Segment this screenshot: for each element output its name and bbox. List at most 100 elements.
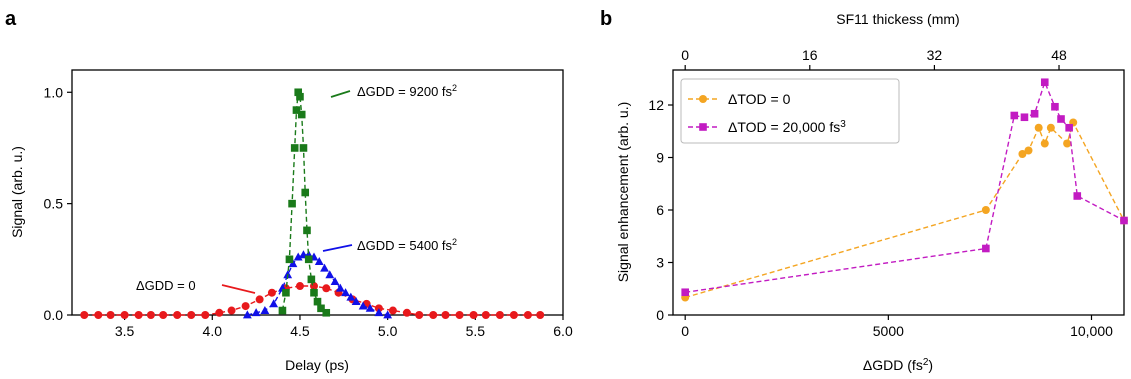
y-tick-label-a: 0.0 [44,307,64,323]
data-point-a-0 [536,311,545,319]
data-point-a-0 [309,282,318,291]
y-tick-label-b: 0 [656,307,664,323]
y-axis-label-b: Signal enhancement (arb. u.) [615,102,631,283]
data-point-a-2 [299,144,308,152]
data-point-b-0 [1063,139,1072,148]
data-point-a-1 [269,299,279,308]
data-point-a-2 [297,110,306,119]
panel-label-a: a [5,8,17,30]
y-tick-label-b: 9 [656,150,664,166]
data-point-a-0 [295,282,304,291]
data-point-a-1 [288,259,298,268]
annotation-pointer-1 [322,244,353,252]
data-point-a-2 [294,88,303,97]
data-point-a-1 [335,283,345,292]
data-point-a-2 [296,92,304,101]
data-point-b-1 [681,288,689,297]
data-point-a-1 [242,310,252,319]
top-x-axis-ticks-b: 0 16 32 48 [681,47,1067,70]
data-point-a-0 [255,295,264,304]
data-point-a-2 [310,288,318,297]
data-point-a-0 [241,302,250,311]
data-point-a-2 [313,297,322,306]
y-tick-label-a: 1.0 [44,84,64,100]
data-point-a-1 [383,310,393,319]
data-point-b-0 [1040,139,1049,148]
data-point-a-0 [415,311,424,319]
data-point-a-1 [330,276,340,285]
data-point-b-1 [1020,113,1029,122]
data-point-a-0 [201,311,210,319]
legend-frame [680,78,900,144]
data-point-b-1 [1065,123,1073,132]
x-tick-label-a: 6.0 [553,323,573,339]
data-point-a-0 [94,311,103,319]
data-point-a-0 [106,311,115,319]
annotation-label-0: ΔGDD = 0 [136,278,196,293]
x-axis-label-a: Delay (ps) [285,357,349,373]
y-tick-label-b: 6 [656,202,664,218]
data-point-a-2 [317,304,325,313]
data-point-b-1 [1040,78,1049,87]
data-point-a-0 [481,311,490,319]
annotation-label-2: ΔGDD = 9200 fs2 [357,83,457,99]
x-tick-label-a: 4.0 [203,323,223,339]
annotations-a: ΔGDD = 0 ΔGDD = 5400 fs2 ΔGDD = 9200 fs2 [136,83,457,294]
data-point-a-1 [346,292,356,301]
series-group-b [681,78,1128,302]
x-tick-label-a: 4.5 [290,323,310,339]
data-point-a-1 [314,256,324,265]
data-point-b-0 [1046,123,1055,132]
data-point-b-0 [1024,146,1033,155]
data-point-a-0 [173,311,182,319]
data-point-a-2 [282,288,290,297]
data-point-b-1 [1030,109,1039,118]
data-point-a-1 [341,288,350,297]
data-point-a-0 [429,311,438,319]
data-point-a-2 [304,255,313,264]
data-point-a-2 [307,275,316,284]
x-tick-label-a: 3.5 [115,323,135,339]
data-point-a-2 [322,308,331,317]
data-point-b-1 [982,244,990,253]
data-point-a-1 [325,270,335,279]
x-tick-label-b: 0 [681,323,689,339]
panel-label-b: b [600,8,612,30]
data-point-a-1 [358,301,368,310]
data-point-a-0 [523,311,532,319]
data-point-a-2 [303,226,311,235]
data-point-a-1 [251,308,261,317]
x-tick-label-a: 5.5 [466,323,486,339]
data-point-a-0 [267,288,276,297]
x-tick-label-b: 10,000 [1070,323,1113,339]
data-point-b-1 [1073,192,1082,200]
data-point-b-0 [1034,123,1043,132]
data-point-a-0 [227,306,236,315]
x-axis-ticks-a: 3.5 4.0 4.5 5.0 5.5 6.0 [115,315,573,339]
annotation-pointer-2 [330,90,351,98]
data-point-a-1 [320,263,329,272]
data-point-a-0 [495,311,504,319]
data-point-b-1 [1051,102,1059,111]
data-point-a-0 [134,311,143,319]
data-point-b-1 [1010,111,1019,120]
data-point-a-0 [455,311,464,319]
data-point-a-1 [293,252,303,261]
x-axis-label-b: ΔGDD (fs2) [863,357,933,374]
chart-panel-a: 3.5 4.0 4.5 5.0 5.5 6.0 0.00.51.0 ΔGDD = 0ΔGD… [9,69,573,373]
top-x-tick-label-b: 0 [681,47,689,63]
series-group-a [80,88,545,319]
top-x-tick-label-b: 16 [802,47,818,63]
data-point-a-2 [278,306,287,315]
data-point-a-0 [215,308,224,317]
data-point-a-0 [80,311,89,319]
plot-frame-b [672,69,1125,316]
data-point-a-1 [365,303,375,312]
data-point-a-0 [441,311,450,319]
data-point-a-0 [388,306,397,315]
data-point-a-2 [292,106,301,114]
y-tick-label-b: 12 [648,97,664,113]
data-point-a-1 [260,305,270,314]
legend-swatch-marker-1 [699,123,707,131]
